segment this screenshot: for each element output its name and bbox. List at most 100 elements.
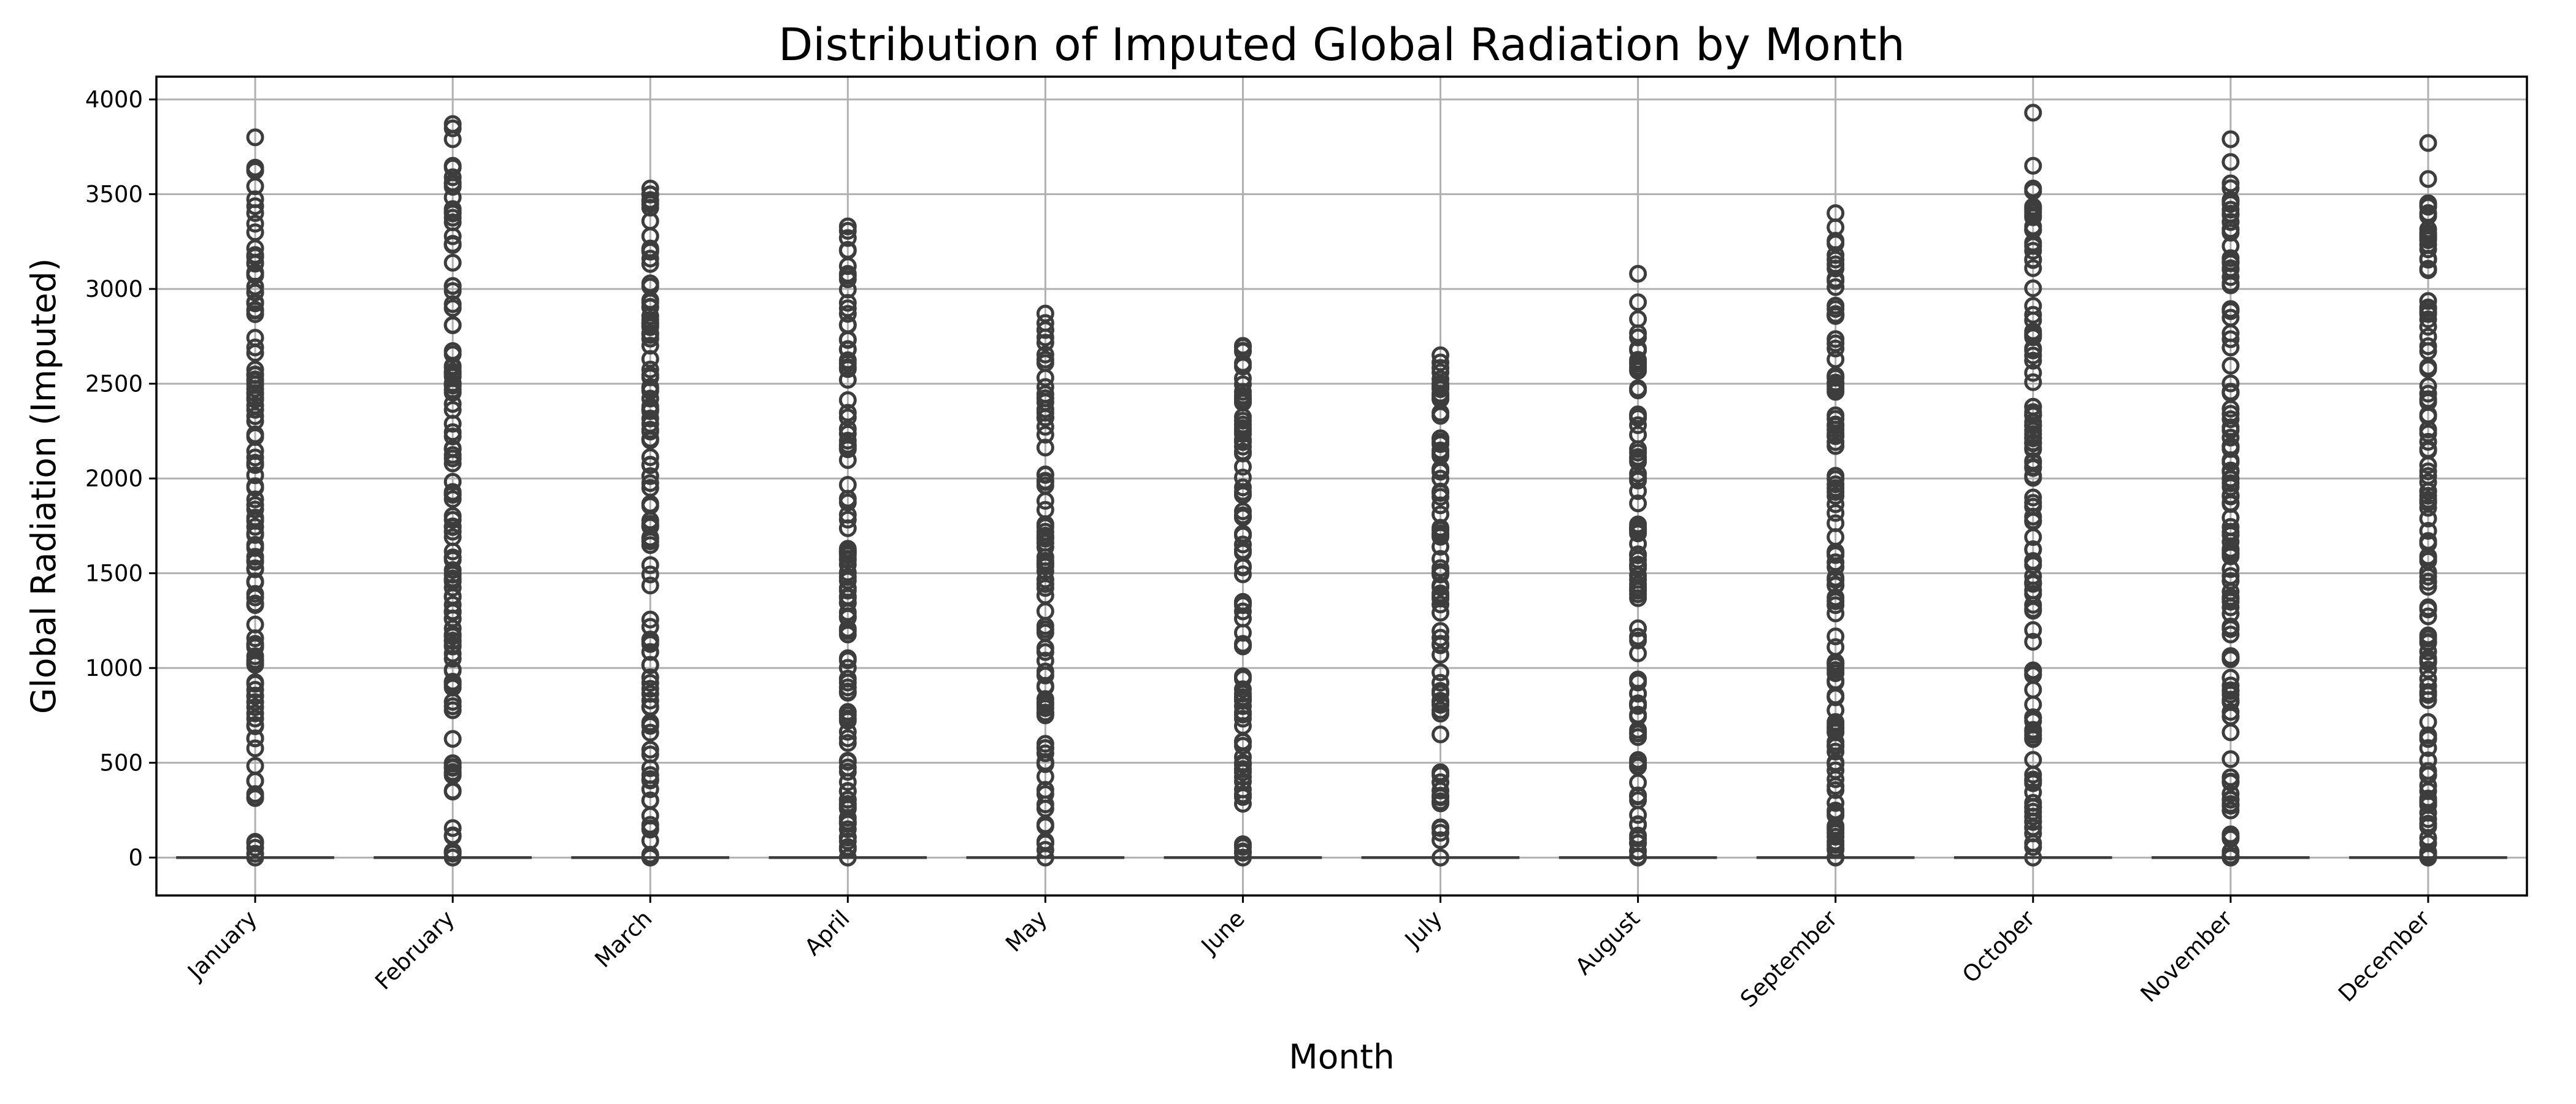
outlier-point	[2024, 528, 2042, 546]
x-tick-label: January	[182, 905, 262, 986]
outlier-point	[1432, 629, 1450, 647]
grid	[156, 77, 2527, 895]
outlier-point	[1827, 433, 1845, 451]
outlier-point	[246, 158, 264, 177]
outlier-point	[2419, 499, 2437, 517]
outlier-point	[1233, 424, 1252, 443]
outlier-point	[1629, 670, 1647, 689]
outlier-point	[838, 659, 857, 677]
outlier-point	[1036, 472, 1054, 490]
outlier-point	[1629, 464, 1647, 483]
outlier-point	[641, 668, 659, 686]
outlier-point	[838, 267, 857, 285]
outlier-point	[1233, 565, 1252, 583]
outlier-point	[246, 675, 264, 693]
outlier-point	[2221, 309, 2240, 327]
outlier-point	[2221, 784, 2240, 803]
outlier-point	[1036, 575, 1054, 593]
outlier-point	[2221, 300, 2240, 318]
outlier-point	[2419, 493, 2437, 512]
outlier-point	[1036, 518, 1054, 536]
outlier-point	[246, 263, 264, 282]
outlier-point	[443, 156, 462, 175]
outlier-point	[1432, 346, 1450, 364]
outlier-point	[1432, 763, 1450, 781]
outlier-point	[246, 255, 264, 273]
outlier-point	[641, 337, 659, 355]
outlier-point	[641, 556, 659, 574]
outlier-point	[1432, 353, 1450, 372]
outlier-point	[1036, 439, 1054, 457]
outlier-point	[1827, 367, 1845, 386]
outlier-point	[641, 618, 659, 636]
outlier-point	[1233, 760, 1252, 778]
outlier-point	[246, 681, 264, 699]
outlier-point	[2419, 796, 2437, 815]
outlier-point	[1629, 471, 1647, 489]
outlier-point	[2419, 843, 2437, 862]
outlier-point	[2419, 510, 2437, 528]
outlier-point	[246, 629, 264, 648]
outlier-point	[246, 594, 264, 613]
outlier-point	[641, 673, 659, 692]
outlier-point	[246, 686, 264, 705]
outlier-point	[2221, 437, 2240, 455]
outlier-point	[246, 246, 264, 264]
outlier-point	[641, 366, 659, 384]
outlier-point	[1036, 696, 1054, 715]
outlier-point	[1432, 359, 1450, 377]
outlier-point	[1233, 483, 1252, 501]
outlier-point	[1827, 801, 1845, 819]
outlier-point	[2024, 469, 2042, 487]
outlier-point	[2221, 625, 2240, 643]
outlier-point	[1629, 482, 1647, 500]
outlier-point	[246, 301, 264, 320]
outlier-point	[1233, 458, 1252, 476]
outlier-point	[1233, 358, 1252, 376]
x-tick-label: December	[2333, 905, 2436, 1007]
outlier-point	[443, 507, 462, 525]
outlier-point	[2024, 351, 2042, 370]
outlier-point	[1629, 264, 1647, 283]
outlier-point	[641, 656, 659, 675]
outlier-point	[1827, 824, 1845, 842]
outlier-point	[2419, 677, 2437, 695]
outlier-point	[2024, 434, 2042, 452]
outlier-point	[1233, 691, 1252, 709]
outlier-point	[443, 485, 462, 503]
outlier-point	[1036, 304, 1054, 323]
outlier-point	[641, 494, 659, 513]
outlier-point	[2419, 310, 2437, 329]
outlier-point	[2221, 598, 2240, 616]
x-tick-label: March	[589, 905, 657, 973]
x-tick-label: May	[1000, 905, 1052, 957]
outlier-point	[443, 826, 462, 845]
outlier-point	[838, 729, 857, 748]
outlier-point	[2419, 522, 2437, 540]
outlier-point	[838, 505, 857, 524]
outlier-point	[641, 845, 659, 864]
outlier-point	[2221, 356, 2240, 375]
outlier-point	[1432, 673, 1450, 692]
outlier-point	[1432, 635, 1450, 653]
outlier-point	[2221, 846, 2240, 865]
outlier-point	[2419, 385, 2437, 403]
outlier-point	[641, 740, 659, 759]
outlier-point	[1827, 232, 1845, 250]
outlier-point	[443, 692, 462, 711]
outlier-point	[246, 283, 264, 302]
outlier-point	[246, 293, 264, 312]
outlier-point	[641, 631, 659, 649]
outlier-point	[1432, 704, 1450, 723]
outlier-point	[2419, 377, 2437, 396]
outlier-point	[838, 493, 857, 512]
outlier-point	[1827, 204, 1845, 222]
outlier-point	[246, 490, 264, 508]
outlier-point	[2024, 197, 2042, 216]
outlier-point	[1827, 604, 1845, 623]
outlier-point	[246, 329, 264, 347]
outlier-point	[1827, 638, 1845, 656]
outlier-point	[246, 535, 264, 554]
